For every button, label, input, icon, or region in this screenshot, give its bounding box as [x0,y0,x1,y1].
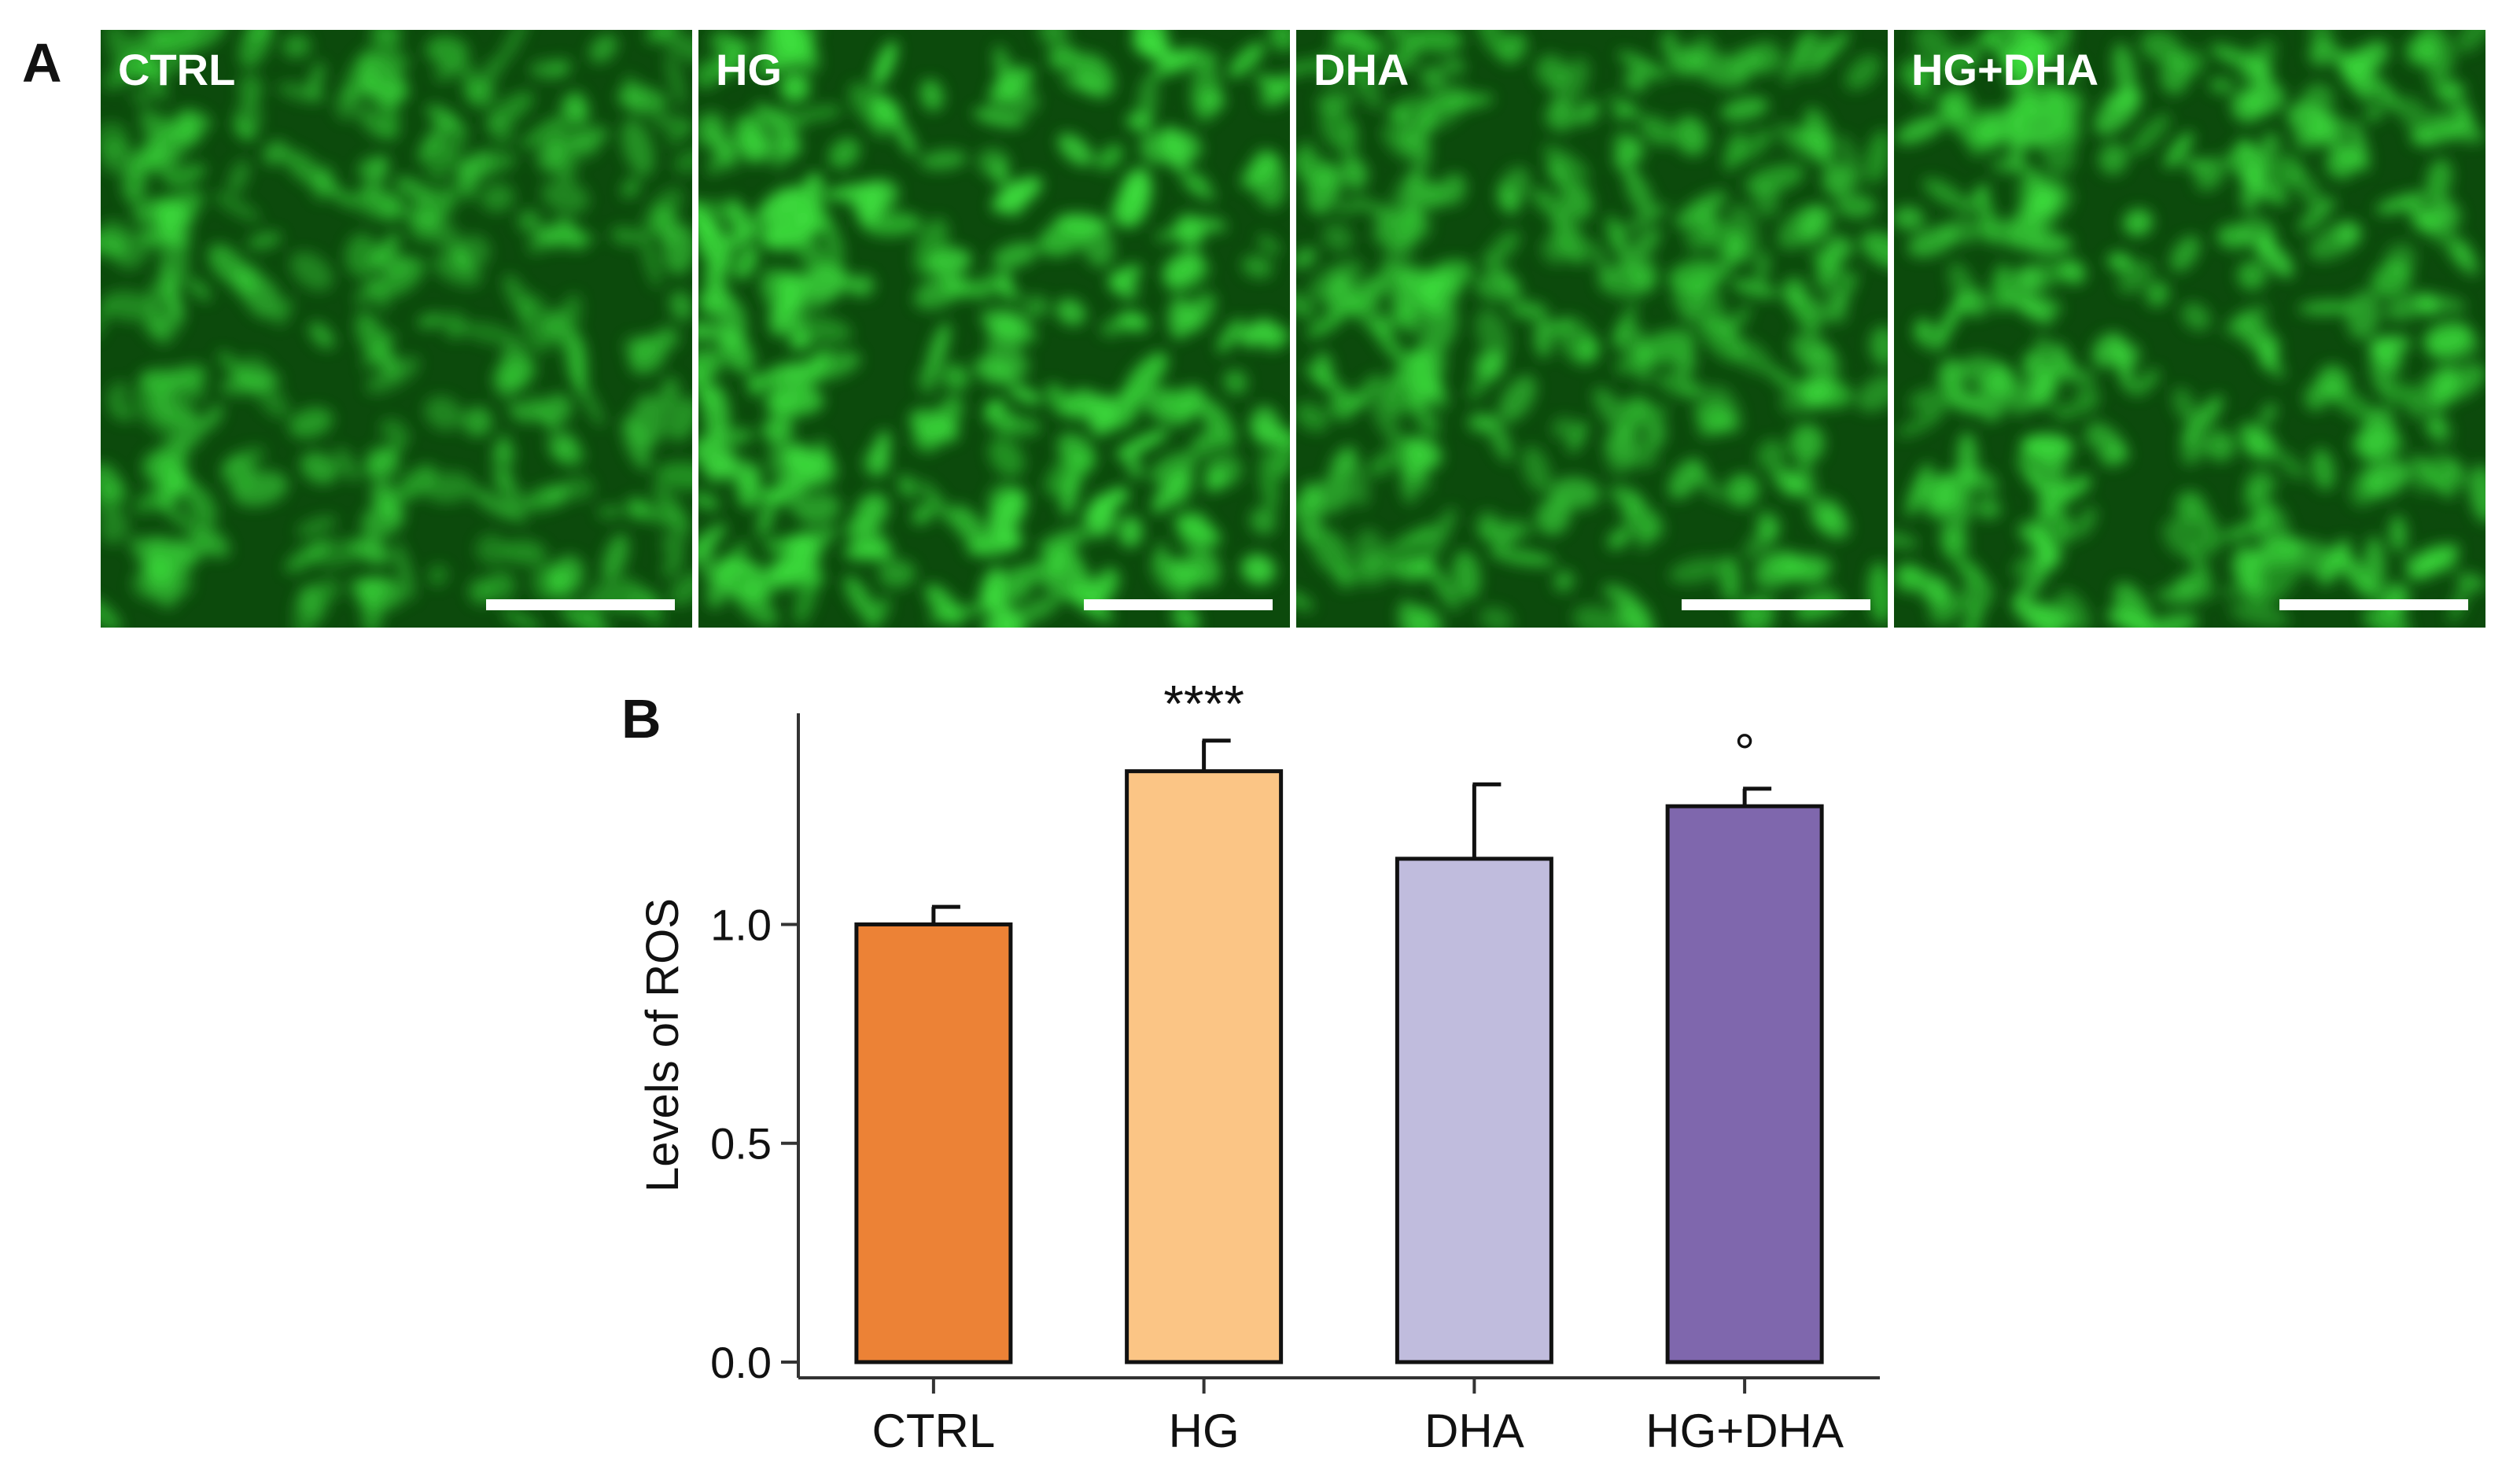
bar-hg-dha [1665,804,1824,1364]
micrograph-hg-dha: HG+DHA [1894,30,2485,628]
x-tick-label: HG [1169,1405,1240,1457]
panel-b-letter: B [621,688,661,749]
bar-ctrl [854,922,1013,1364]
y-tick-label: 0.5 [710,1119,772,1169]
y-tick-label: 0.0 [710,1338,772,1387]
micrograph-ctrl: CTRL [101,30,692,628]
micrograph-dha: DHA [1296,30,1888,628]
micrograph-hg: HG [698,30,1290,628]
micrograph-strip: CTRL HG DHA HG+DHA [101,30,2485,628]
micrograph-label: DHA [1314,45,1409,94]
x-tick-label: DHA [1424,1405,1524,1457]
bar-dha [1395,856,1553,1364]
x-tick-label: HG+DHA [1645,1405,1844,1457]
ros-bar-chart-panel: B 0.0 0.5 1.0 Levels of ROS CTRL HG **** DHA HG+D… [0,645,2502,1484]
significance-annotation: ° [1734,723,1755,781]
x-tick-label: CTRL [872,1405,996,1457]
ros-bar-chart: B 0.0 0.5 1.0 Levels of ROS CTRL HG **** DHA HG+D… [621,675,1880,1457]
scale-bar [2279,599,2468,610]
micrograph-label: CTRL [118,45,235,94]
micrograph-label: HG [716,45,782,94]
scale-bar [1084,599,1273,610]
micrograph-panel: CTRL HG DHA HG+DHA [101,30,2485,628]
significance-annotation: **** [1163,675,1244,733]
bar-hg [1125,769,1284,1364]
micrograph-label: HG+DHA [1911,45,2099,94]
panel-a-letter: A [22,32,62,94]
scale-bar [1682,599,1870,610]
y-tick-label: 1.0 [710,900,772,949]
y-axis-title: Levels of ROS [637,898,688,1192]
scale-bar [486,599,675,610]
